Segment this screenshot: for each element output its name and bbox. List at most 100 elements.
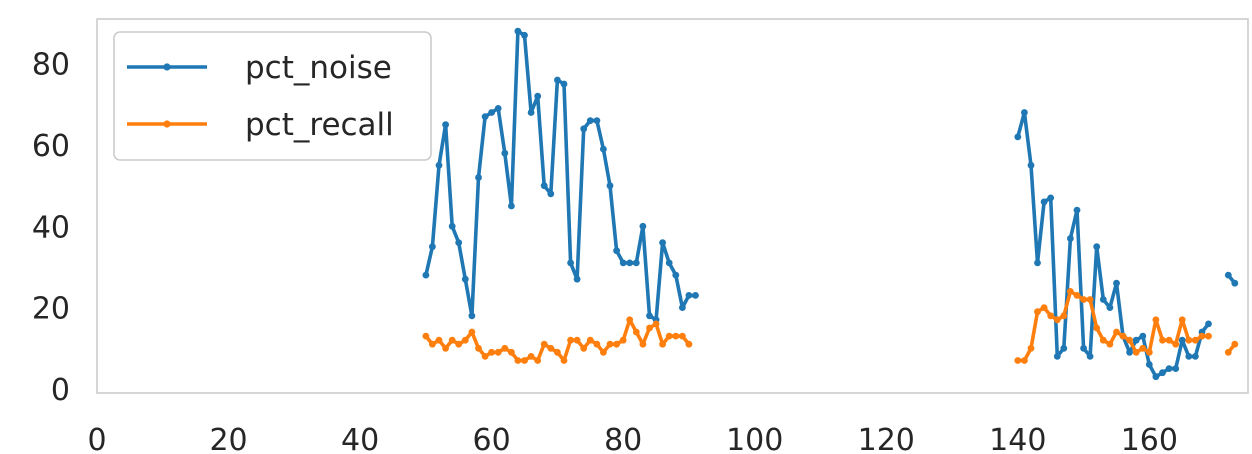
data-point — [560, 80, 568, 88]
data-point — [1034, 259, 1041, 267]
data-point — [1040, 304, 1048, 311]
y-axis-ticks: 0 20 40 60 80 — [32, 48, 70, 408]
data-point — [455, 340, 463, 348]
data-point — [692, 292, 699, 299]
data-point — [646, 312, 653, 320]
data-point — [639, 340, 647, 348]
x-tick-label: 40 — [341, 423, 379, 454]
legend-label: pct_recall — [245, 107, 394, 143]
y-tick-label: 80 — [32, 48, 70, 83]
data-point — [1053, 316, 1061, 324]
data-point — [560, 357, 568, 364]
data-point — [1099, 336, 1107, 344]
data-point — [1126, 348, 1133, 356]
data-point — [1224, 348, 1232, 356]
data-point — [1132, 336, 1140, 344]
data-point — [646, 324, 653, 332]
data-point — [1132, 348, 1140, 356]
data-point — [508, 348, 515, 356]
data-point — [567, 336, 574, 344]
data-point — [632, 259, 640, 267]
x-tick-label: 80 — [604, 423, 642, 454]
x-tick-label: 160 — [1121, 423, 1178, 454]
data-point — [494, 105, 502, 112]
data-point — [1113, 328, 1120, 336]
data-point — [593, 340, 601, 348]
data-point — [659, 340, 666, 348]
data-point — [501, 149, 509, 157]
data-point — [586, 336, 594, 344]
data-point — [573, 275, 581, 283]
data-point — [534, 92, 542, 100]
data-point — [554, 76, 561, 84]
data-point — [1126, 336, 1133, 344]
data-point — [1106, 304, 1114, 311]
data-point — [1178, 316, 1186, 324]
data-point — [481, 353, 489, 360]
data-point — [501, 344, 509, 352]
data-point — [1027, 161, 1035, 169]
data-point — [1060, 344, 1068, 352]
y-tick-label: 40 — [32, 210, 70, 245]
data-point — [626, 259, 634, 267]
data-point — [1106, 340, 1114, 348]
data-point — [1185, 353, 1193, 360]
legend-label: pct_noise — [245, 50, 392, 86]
data-point — [435, 161, 443, 169]
data-point — [1047, 312, 1055, 320]
data-point — [461, 275, 469, 283]
data-point — [1205, 320, 1212, 328]
data-point — [494, 348, 502, 356]
y-tick-label: 0 — [51, 373, 70, 408]
data-point — [1185, 336, 1193, 344]
data-point — [1034, 308, 1041, 316]
data-point — [1067, 235, 1074, 242]
data-point — [685, 340, 693, 348]
data-point — [521, 357, 528, 364]
legend: pct_noise pct_recall — [113, 31, 432, 161]
data-point — [586, 117, 594, 124]
legend-swatch-marker — [163, 120, 171, 128]
data-point — [632, 328, 640, 336]
data-point — [527, 109, 535, 116]
data-point — [461, 336, 469, 344]
data-point — [1178, 336, 1186, 344]
legend-swatch-marker — [163, 63, 171, 71]
data-point — [1165, 336, 1173, 344]
data-point — [1192, 353, 1199, 360]
data-point — [1053, 353, 1061, 360]
x-tick-label: 20 — [209, 423, 247, 454]
data-point — [613, 340, 620, 348]
data-point — [1014, 357, 1022, 364]
series-pct_recall — [422, 288, 1239, 364]
data-point — [422, 332, 430, 340]
x-tick-label: 120 — [858, 423, 915, 454]
data-point — [1080, 344, 1087, 352]
data-point — [600, 348, 607, 356]
data-point — [514, 27, 522, 35]
data-point — [534, 357, 542, 364]
data-point — [442, 344, 449, 352]
data-point — [679, 304, 686, 311]
data-point — [665, 332, 673, 340]
data-point — [475, 344, 482, 352]
data-point — [1172, 365, 1180, 372]
data-point — [435, 336, 443, 344]
data-point — [580, 344, 588, 352]
data-point — [665, 259, 673, 267]
data-point — [672, 332, 680, 340]
legend-box — [113, 31, 432, 161]
data-point — [1152, 316, 1160, 324]
data-point — [422, 271, 430, 279]
data-point — [547, 344, 555, 352]
data-point — [455, 239, 463, 247]
data-point — [1014, 133, 1022, 141]
data-point — [442, 121, 449, 129]
data-point — [488, 109, 495, 116]
data-point — [468, 312, 476, 320]
data-point — [619, 336, 627, 344]
data-point — [1021, 357, 1028, 364]
data-point — [1139, 332, 1147, 340]
data-point — [1093, 243, 1101, 251]
data-point — [639, 222, 647, 230]
